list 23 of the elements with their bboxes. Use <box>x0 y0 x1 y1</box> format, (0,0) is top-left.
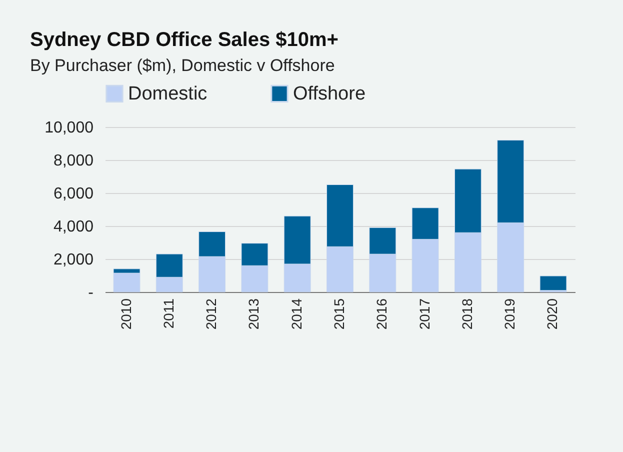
x-tick-label: 2020 <box>544 298 560 330</box>
bar <box>113 272 140 292</box>
x-tick-label: 2019 <box>502 298 518 330</box>
legend-label: Offshore <box>293 84 366 105</box>
chart-title: Sydney CBD Office Sales $10m+ <box>30 29 338 51</box>
bar <box>540 276 567 291</box>
x-tick-label: 2011 <box>160 298 176 329</box>
x-tick-label: 2018 <box>458 298 475 330</box>
x-tick-label: 2012 <box>203 298 220 330</box>
y-tick-label: 4,000 <box>53 218 94 236</box>
legend-label: Domestic <box>128 84 208 105</box>
y-tick-label: 10,000 <box>44 120 94 136</box>
x-tick-label: 2015 <box>331 298 347 330</box>
chart-subtitle: By Purchaser ($m), Domestic v Offshore <box>30 56 335 75</box>
x-tick-label: 2010 <box>118 298 134 330</box>
y-tick-label: 6,000 <box>53 186 94 202</box>
x-tick-label: 2016 <box>374 298 390 330</box>
y-tick-label: - <box>88 284 94 302</box>
x-tick-label: 2014 <box>288 298 304 330</box>
x-tick-label: 2013 <box>246 298 262 330</box>
y-tick-label: 2,000 <box>53 252 94 268</box>
y-tick-label: 8,000 <box>53 152 94 170</box>
x-tick-label: 2017 <box>416 298 432 330</box>
